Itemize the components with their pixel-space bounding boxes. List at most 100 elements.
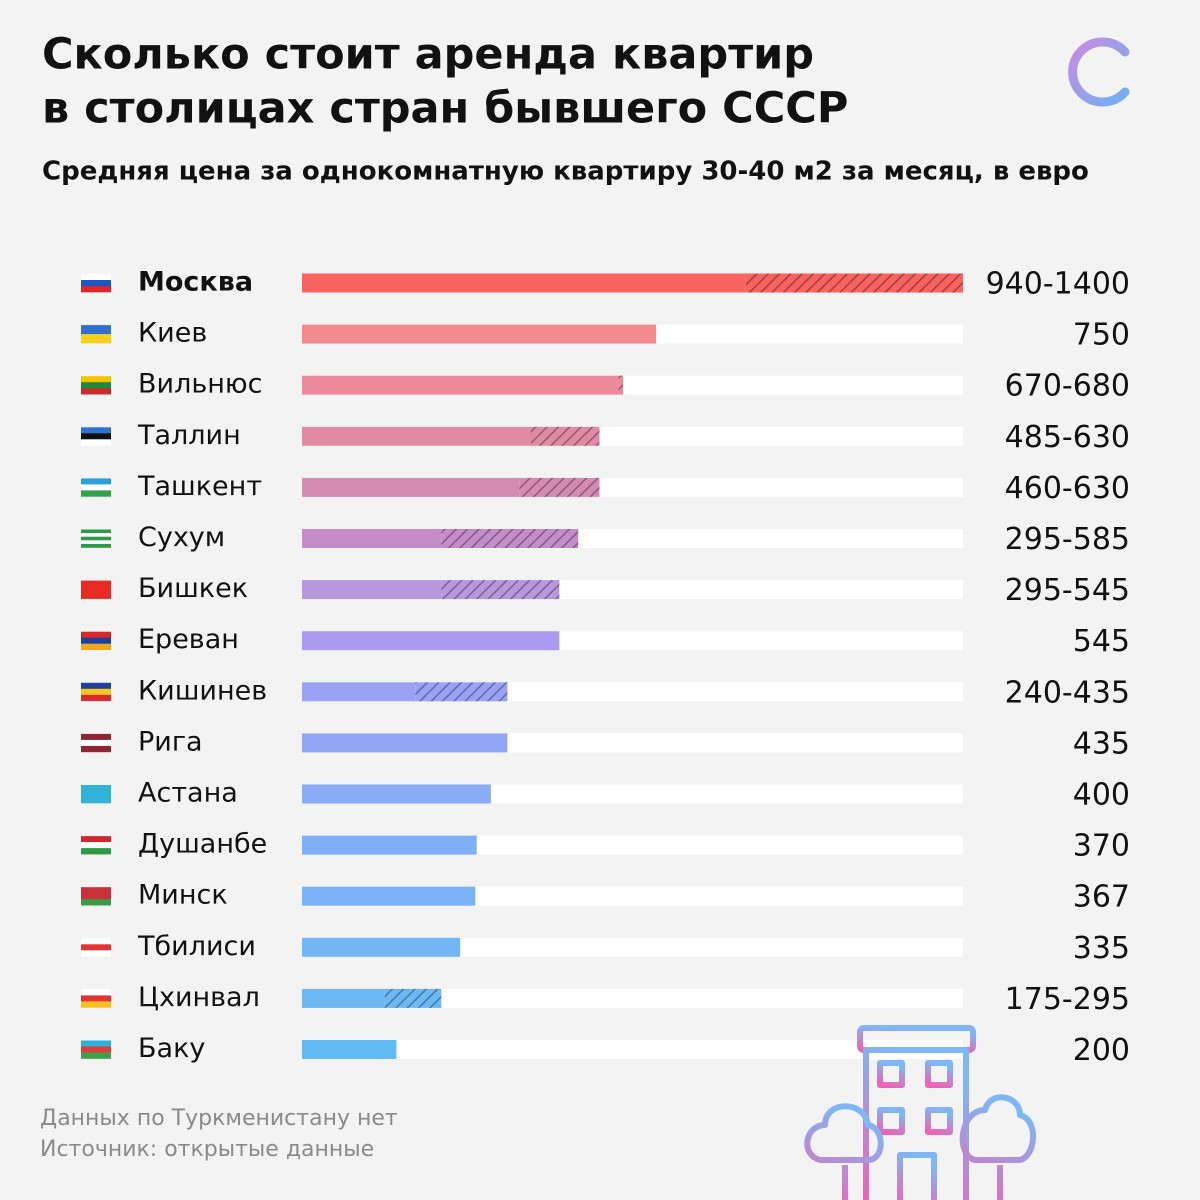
category-label: Москва (138, 267, 253, 298)
value-label: 460-630 (1005, 471, 1130, 506)
flag-icon (81, 785, 111, 804)
bar-range-hatch (618, 375, 624, 395)
flag-icon (81, 382, 111, 389)
category-label: Рига (138, 726, 203, 757)
flag-icon (81, 427, 111, 434)
flag-icon (81, 484, 111, 491)
flag-icon (81, 842, 111, 849)
bar (302, 273, 746, 293)
flag-icon (81, 533, 111, 537)
flag-icon (81, 682, 111, 690)
bar (302, 784, 491, 804)
bar-range-hatch (441, 529, 579, 548)
bar-range-hatch (415, 682, 508, 702)
flag-icon (81, 1040, 111, 1047)
bar (302, 835, 477, 855)
chart-title: в столицах стран бывшего СССР (42, 84, 848, 134)
value-label: 335 (1073, 931, 1130, 966)
flag-icon (81, 989, 111, 996)
bar (302, 580, 442, 600)
value-label: 670-680 (1005, 369, 1130, 404)
flag-icon (81, 694, 111, 702)
flag-icon (81, 944, 111, 951)
bar-range-hatch (530, 426, 600, 446)
value-label: 240-435 (1005, 675, 1130, 710)
category-label: Бишкек (138, 573, 248, 604)
bar (302, 988, 385, 1008)
category-label: Вильнюс (138, 369, 262, 400)
category-label: Цхинвал (138, 982, 260, 1013)
category-label: Душанбе (138, 829, 267, 860)
flag-icon (81, 325, 111, 335)
flag-icon (81, 631, 111, 638)
value-label: 545 (1073, 624, 1130, 659)
bar (302, 477, 520, 497)
footnote: Источник: открытые данные (40, 1137, 374, 1162)
flag-icon (81, 388, 111, 395)
category-label: Сухум (138, 522, 225, 553)
flag-icon (81, 280, 111, 287)
bar-range-hatch (519, 477, 600, 497)
flag-icon (81, 643, 111, 650)
bar (302, 1040, 397, 1059)
bar-range-hatch (384, 988, 442, 1008)
bar (302, 733, 508, 753)
flag-icon (81, 733, 111, 741)
category-label: Ташкент (137, 471, 262, 502)
bar-range-hatch (441, 580, 560, 600)
value-label: 200 (1073, 1033, 1130, 1068)
category-label: Таллин (137, 420, 241, 451)
flag-icon (81, 995, 111, 1002)
flag-icon (81, 893, 111, 900)
flag-icon (81, 1052, 111, 1059)
flag-icon (81, 836, 111, 843)
flag-icon (81, 274, 111, 281)
category-label: Киев (138, 318, 207, 349)
category-label: Ереван (138, 624, 239, 655)
flag-icon (81, 899, 111, 906)
flag-icon (81, 938, 111, 945)
euro-icon (1068, 37, 1130, 107)
flag-icon (81, 745, 111, 753)
value-label: 295-585 (1005, 522, 1130, 557)
value-label: 370 (1073, 829, 1130, 864)
flag-icon (81, 688, 111, 696)
category-label: Кишинев (138, 675, 267, 706)
chart-title: Сколько стоит аренда квартир (42, 30, 814, 80)
flag-icon (81, 490, 111, 497)
category-label: Баку (138, 1033, 205, 1064)
flag-icon (81, 433, 111, 440)
flag-icon (81, 1001, 111, 1008)
category-label: Минск (138, 880, 228, 911)
flag-icon (81, 529, 111, 534)
flag-icon (81, 536, 111, 541)
bar (302, 324, 657, 344)
value-label: 485-630 (1005, 420, 1130, 455)
bar (302, 886, 476, 906)
bar-range-hatch (745, 273, 963, 293)
flag-icon (81, 887, 111, 894)
flag-icon (81, 540, 111, 545)
flag-icon (81, 637, 111, 644)
flag-icon (81, 439, 111, 446)
bar-track (302, 1040, 963, 1059)
flag-icon (81, 1046, 111, 1053)
flag-icon (81, 848, 111, 855)
flag-icon (81, 739, 111, 747)
bar (302, 529, 442, 548)
value-label: 367 (1073, 880, 1130, 915)
bar (302, 375, 619, 395)
category-label: Тбилиси (137, 931, 256, 962)
bar (302, 631, 560, 651)
bar (302, 937, 461, 957)
bar-track (302, 988, 963, 1008)
flag-icon (81, 580, 111, 599)
flag-icon (81, 376, 111, 383)
footnote: Данных по Туркменистану нет (40, 1106, 398, 1131)
bar (302, 426, 531, 446)
chart-subtitle: Средняя цена за однокомнатную квартиру 3… (42, 157, 1089, 187)
flag-icon (81, 543, 111, 548)
flag-icon (81, 286, 111, 293)
value-label: 435 (1073, 726, 1130, 761)
